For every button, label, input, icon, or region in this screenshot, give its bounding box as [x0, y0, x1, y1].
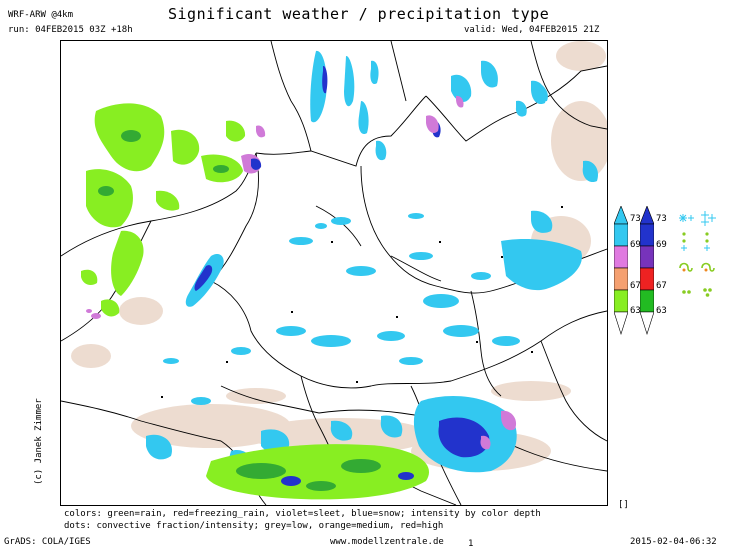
legend-right-bar	[639, 205, 655, 336]
colors-legend-text: colors: green=rain, red=freezing_rain, v…	[64, 509, 541, 519]
legend-right-label-73: 73	[656, 214, 667, 224]
website-label: www.modellzentrale.de	[330, 537, 444, 547]
snow-north	[310, 50, 547, 161]
model-label: WRF-ARW @4km	[8, 10, 74, 20]
rain-north-italy	[206, 444, 429, 500]
freezing-dot-icon	[682, 268, 708, 272]
run-label: run: 04FEB2015 03Z +18h	[8, 25, 133, 35]
legend-left-label-67: 67	[630, 281, 641, 291]
precipitation-map	[60, 40, 608, 506]
sleet-coast	[241, 125, 266, 174]
snow-heavy-west	[194, 265, 213, 291]
bracket-marker: []	[618, 500, 629, 510]
snow-heavy-south	[281, 472, 414, 486]
city-markers	[161, 206, 563, 398]
snow-light-symbol-icon	[681, 245, 710, 251]
sleet-north	[426, 95, 464, 134]
grads-label: GrADS: COLA/IGES	[4, 537, 91, 547]
legend-left-bar	[613, 205, 629, 336]
credit-label: (c) Janek Zimmer	[34, 398, 44, 485]
legend-right-label-63: 63	[656, 306, 667, 316]
freezing-rain-symbol-icon	[679, 262, 715, 272]
rain-heavy-northwest	[98, 130, 229, 196]
snow-heavy-north	[322, 65, 441, 138]
valid-label: valid: Wed, 04FEB2015 21Z	[464, 25, 600, 35]
legend-right-label-67: 67	[656, 281, 667, 291]
snow-symbol-icon	[679, 211, 716, 226]
legend-right-label-69: 69	[656, 240, 667, 250]
rain-symbol-icon	[682, 232, 712, 297]
sleet-alps	[480, 410, 517, 450]
dots-legend-text: dots: convective fraction/intensity; gre…	[64, 521, 444, 531]
page-number: 1	[468, 539, 474, 549]
sleet-west	[86, 309, 101, 319]
legend-left-label-69: 69	[630, 240, 641, 250]
snow-central	[163, 213, 520, 405]
snow-east	[501, 81, 599, 291]
weather-symbols-legend	[676, 210, 720, 305]
rain-area-northwest	[81, 103, 246, 317]
legend-left-label-63: 63	[630, 306, 641, 316]
map-title: Significant weather / precipitation type	[168, 5, 550, 23]
rain-heavy-north-italy	[236, 459, 381, 491]
timestamp-label: 2015-02-04-06:32	[630, 537, 717, 547]
legend-left-label-73: 73	[630, 214, 641, 224]
